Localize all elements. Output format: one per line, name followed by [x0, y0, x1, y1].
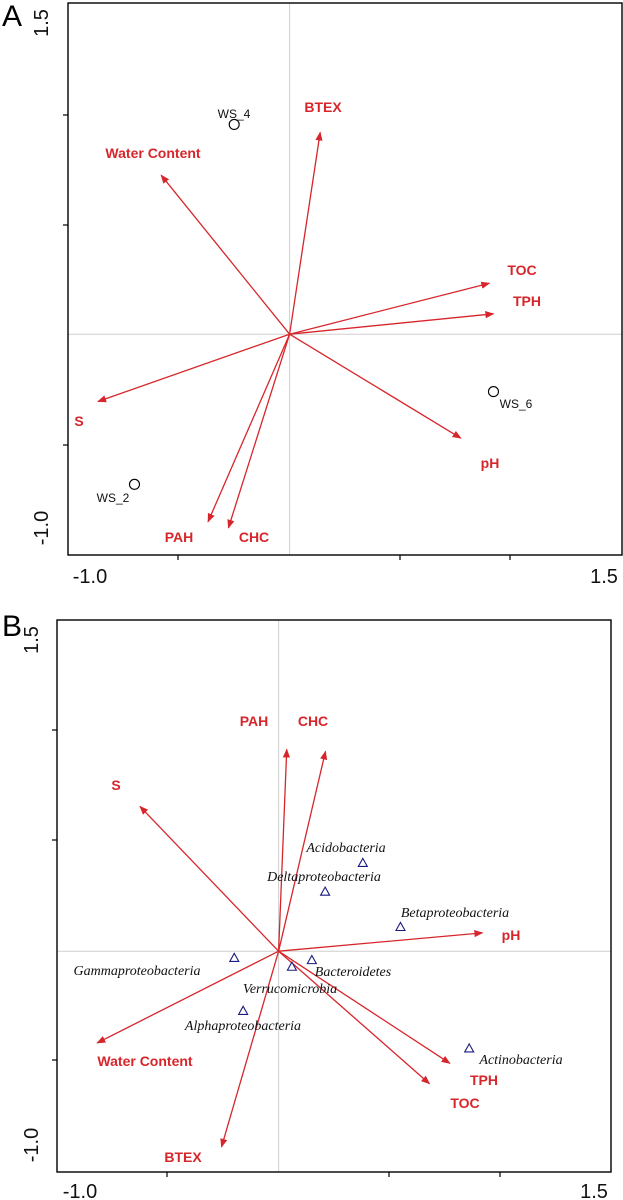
vector-label-tph: TPH	[513, 293, 541, 309]
vector-label-chc: CHC	[298, 713, 328, 729]
sample-point-ws-2	[128, 478, 141, 490]
taxon-point-actinobacteria	[463, 1042, 475, 1053]
vector-label-tph: TPH	[470, 1072, 498, 1088]
vector-chc	[227, 334, 291, 529]
sample-point-ws-6	[487, 386, 500, 398]
vector-label-s: S	[74, 413, 83, 429]
vector-btex	[220, 951, 280, 1148]
vector-label-water-content: Water Content	[105, 145, 200, 161]
panel-b-biplot: -1.0 1.5 1.5 -1.0 PAH CHC SpH Water Content TPH T…	[21, 619, 612, 1200]
panel-a-biplot: -1.0 1.5 1.5 -1.0 BTEX Water Content TOC TPH SpH…	[31, 2, 623, 588]
plot-frame	[67, 2, 623, 556]
taxon-point-betaproteobacteria	[395, 921, 406, 932]
vector-label-ph: pH	[502, 927, 521, 943]
vector-label-pah: PAH	[240, 713, 269, 729]
y-tick-label: 1.5	[21, 626, 43, 654]
taxon-label-betaproteobacteria: Betaproteobacteria	[401, 906, 509, 921]
taxon-point-deltaproteobacteria	[319, 885, 331, 896]
vector-label-btex: BTEX	[304, 99, 342, 115]
panel-letter-b: B	[2, 610, 22, 643]
vector-pah	[277, 748, 291, 952]
panel-letter-a: A	[2, 0, 22, 33]
vector-ph	[278, 929, 484, 952]
taxon-point-alphaproteobacteria	[237, 1005, 249, 1015]
vector-toc	[278, 950, 431, 1085]
vector-pah	[207, 333, 291, 523]
taxon-point-bacteroidetes	[306, 954, 318, 965]
vector-tph	[289, 311, 495, 335]
vector-label-pah: PAH	[165, 529, 194, 545]
y-tick-label: -1.0	[21, 1128, 43, 1162]
vector-s	[139, 805, 280, 952]
taxon-label-actinobacteria: Actinobacteria	[478, 1053, 562, 1068]
vector-water-content	[96, 950, 279, 1044]
x-tick-label: -1.0	[63, 1181, 97, 1200]
vector-ph	[289, 333, 462, 439]
sample-label-ws-4: WS_4	[218, 107, 251, 121]
vector-toc	[289, 281, 491, 335]
taxon-point-gammaproteobacteria	[228, 952, 240, 962]
vector-label-chc: CHC	[239, 529, 269, 545]
vector-label-water-content: Water Content	[97, 1053, 192, 1069]
taxon-point-verrucomicrobia	[286, 961, 298, 971]
sample-label-ws-6: WS_6	[500, 397, 533, 411]
taxon-label-gammaproteobacteria: Gammaproteobacteria	[73, 964, 200, 979]
x-tick-label: 1.5	[580, 1181, 608, 1200]
vector-s	[97, 333, 290, 403]
vector-label-btex: BTEX	[164, 1149, 202, 1165]
taxon-label-deltaproteobacteria: Deltaproteobacteria	[266, 870, 381, 885]
vector-label-s: S	[111, 777, 120, 793]
plot-frame	[56, 619, 612, 1173]
vector-tph	[278, 950, 451, 1064]
vector-chc	[277, 750, 328, 952]
y-tick-label: -1.0	[31, 511, 53, 545]
vector-water-content	[160, 174, 291, 335]
vector-label-toc: TOC	[450, 1095, 479, 1111]
taxon-label-alphaproteobacteria: Alphaproteobacteria	[184, 1019, 301, 1034]
vector-label-ph: pH	[481, 455, 500, 471]
sample-label-ws-2: WS_2	[97, 491, 130, 505]
x-tick-label: 1.5	[590, 566, 618, 588]
taxon-label-verrucomicrobia: Verrucomicrobia	[243, 982, 337, 997]
taxon-label-acidobacteria: Acidobacteria	[305, 841, 385, 856]
x-tick-label: -1.0	[73, 566, 107, 588]
sample-point-ws-4	[228, 118, 240, 130]
vector-label-toc: TOC	[507, 262, 536, 278]
taxon-label-bacteroidetes: Bacteroidetes	[315, 965, 392, 980]
taxon-point-acidobacteria	[357, 857, 369, 868]
y-tick-label: 1.5	[31, 9, 53, 37]
vector-btex	[288, 131, 323, 335]
